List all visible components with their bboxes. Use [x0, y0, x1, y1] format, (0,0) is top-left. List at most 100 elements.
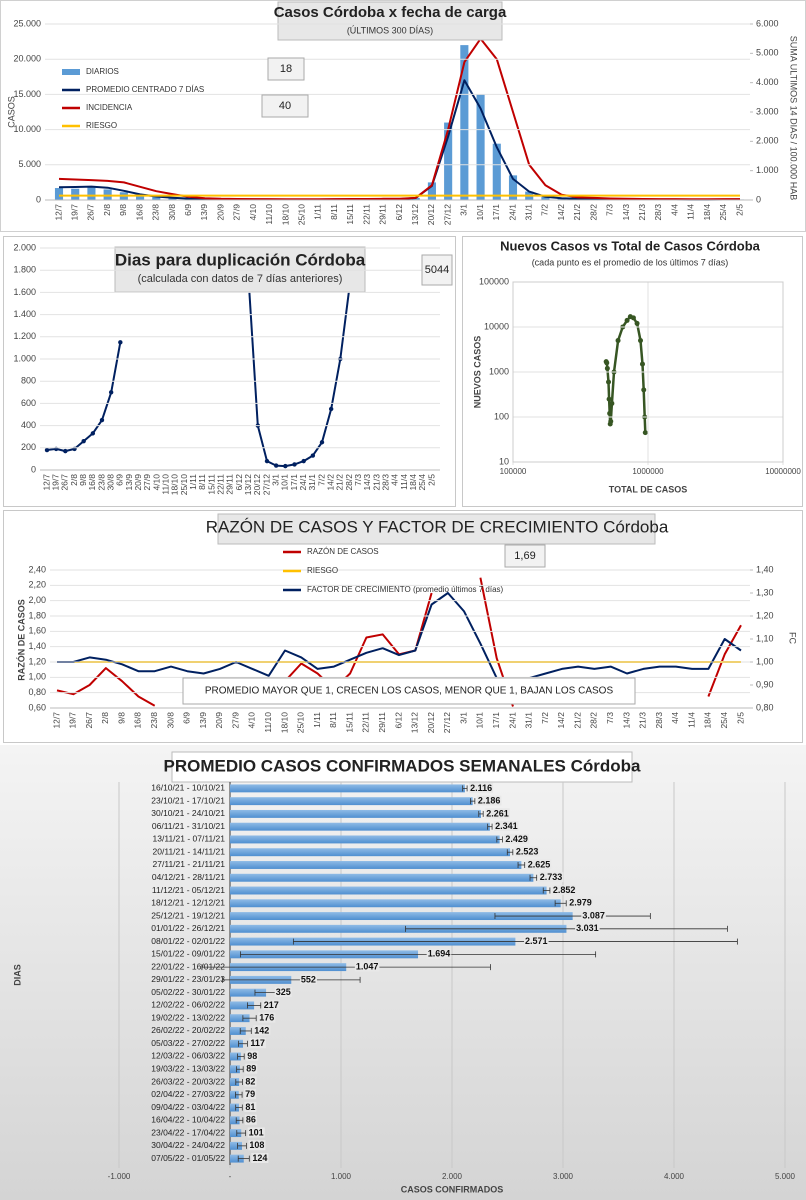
y-tick-label: 26/02/22 - 20/02/22 [151, 1025, 225, 1035]
data-label-bg [526, 859, 552, 870]
y-tick-label: 29/01/22 - 23/01/23 [151, 974, 225, 984]
y-tick-label: 1,20 [28, 656, 46, 666]
bar [230, 1103, 239, 1112]
x-tick-label: 22/11 [215, 474, 225, 495]
y-tick-label: 15.000 [13, 89, 41, 99]
data-label: 2.625 [528, 859, 551, 869]
data-label-bg [262, 999, 280, 1010]
legend-label: RIESGO [86, 121, 117, 130]
x-tick-label: 7/2 [540, 712, 550, 724]
bar [230, 1141, 242, 1150]
x-tick-label: 2/5 [426, 474, 436, 486]
x-tick-label: 23/8 [96, 474, 106, 491]
y-tick-label: 12/02/22 - 06/02/22 [151, 1000, 225, 1010]
x-tick-label: 28/3 [653, 204, 663, 221]
bar [230, 784, 465, 793]
x-tick-label: 1/11 [188, 474, 198, 490]
x-tick-label: -1.000 [108, 1172, 131, 1181]
y-tick-label: 1.000 [13, 353, 36, 363]
x-tick-label: 17/1 [289, 474, 299, 491]
x-tick-label: 18/4 [703, 712, 713, 729]
x-tick-label: 28/3 [380, 474, 390, 491]
x-tick-label: 17/1 [491, 712, 501, 729]
point [609, 400, 615, 406]
x-tick-label: 4/10 [247, 712, 257, 729]
y-tick-label: 400 [21, 420, 36, 430]
x-tick-label: 20/9 [215, 204, 225, 221]
bar [168, 197, 177, 200]
annotation-box [267, 57, 305, 81]
x-tick-label: 1000000 [632, 467, 664, 476]
y-tick-label: 10.000 [13, 124, 41, 134]
y-tick-label: 30/10/21 - 24/10/21 [151, 808, 225, 818]
x-tick-label: 21/3 [371, 474, 381, 491]
y-tick-label: 08/01/22 - 02/01/22 [151, 936, 225, 946]
x-tick-label: 9/8 [78, 474, 88, 486]
point [118, 340, 123, 345]
bar [230, 797, 473, 806]
chart-title: PROMEDIO CASOS CONFIRMADOS SEMANALES Cór… [164, 756, 642, 775]
y-tick-label: 2,20 [28, 580, 46, 590]
x-tick-label: 4/4 [669, 204, 679, 216]
x-tick-label: 13/9 [199, 204, 209, 221]
data-label-bg [244, 1076, 257, 1087]
data-label: 2.852 [553, 885, 576, 895]
x-tick-label: 11/4 [686, 204, 696, 220]
y-tick-label: 06/11/21 - 31/10/21 [152, 821, 225, 831]
data-label: 3.087 [582, 910, 605, 920]
x-tick-label: 24/1 [507, 204, 517, 221]
bar [230, 873, 534, 882]
point [604, 365, 610, 371]
x-tick-label: 15/11 [344, 712, 354, 733]
point [630, 315, 636, 321]
x-tick-label: 6/9 [183, 204, 193, 216]
x-tick-label: 27/12 [261, 474, 271, 496]
x-tick-label: 4/4 [670, 712, 680, 724]
x-tick-label: 26/7 [84, 712, 94, 729]
x-tick-label: 6/9 [115, 474, 125, 486]
y-tick-label: 13/11/21 - 07/11/21 [153, 834, 226, 844]
data-label: 1.694 [428, 949, 451, 959]
y-tick-label: 05/02/22 - 30/01/22 [151, 987, 225, 997]
x-tick-label: 15/11 [345, 204, 355, 225]
y-tick-label: 20/11/21 - 14/11/21 [153, 846, 226, 856]
chart-subtitle: (cada punto es el promedio de los último… [532, 257, 729, 267]
x-tick-label: 22/11 [361, 712, 371, 733]
x-tick-label: 18/4 [408, 474, 418, 491]
data-label: 79 [245, 1089, 255, 1099]
data-label-bg [568, 897, 593, 908]
data-label: 81 [245, 1102, 255, 1112]
x-tick-label: 10/1 [280, 474, 290, 491]
x-tick-label: 29/11 [378, 204, 388, 225]
x-tick-label: 3/1 [458, 712, 468, 724]
x-tick-label: 14/3 [621, 204, 631, 221]
x-tick-label: 28/2 [588, 204, 598, 221]
x-tick-label: 19/7 [50, 474, 60, 491]
y-tick-label: 01/01/22 - 26/12/21 [151, 923, 225, 933]
y-tick-label: 0,80 [28, 687, 46, 697]
x-tick-label: 4/4 [390, 474, 400, 486]
x-tick-label: 27/9 [230, 712, 240, 729]
x-tick-label: 25/10 [179, 474, 189, 496]
point [607, 410, 613, 416]
data-label: 108 [249, 1140, 264, 1150]
title-box [277, 1, 503, 41]
y-tick-label: 10 [499, 456, 509, 466]
y-axis-title: CASOS [6, 96, 16, 128]
y2-tick-label: 1,10 [756, 633, 774, 643]
bar [230, 912, 573, 921]
y2-tick-label: 1,20 [756, 610, 774, 620]
y2-tick-label: 4.000 [756, 77, 779, 87]
x-tick-label: 15/11 [206, 474, 216, 495]
x-tick-label: 9/8 [116, 712, 126, 724]
x-tick-label: 6/9 [182, 712, 192, 724]
y-tick-label: 04/12/21 - 28/11/21 [152, 872, 225, 882]
x-tick-label: 21/3 [638, 712, 648, 729]
legend-label: PROMEDIO CENTRADO 7 DÍAS [86, 85, 204, 94]
data-label-bg [251, 1152, 269, 1163]
data-label: 98 [247, 1051, 257, 1061]
y-tick-label: 0,60 [28, 702, 46, 712]
x-axis-title: CASOS CONFIRMADOS [401, 1184, 504, 1194]
bar [230, 835, 500, 844]
